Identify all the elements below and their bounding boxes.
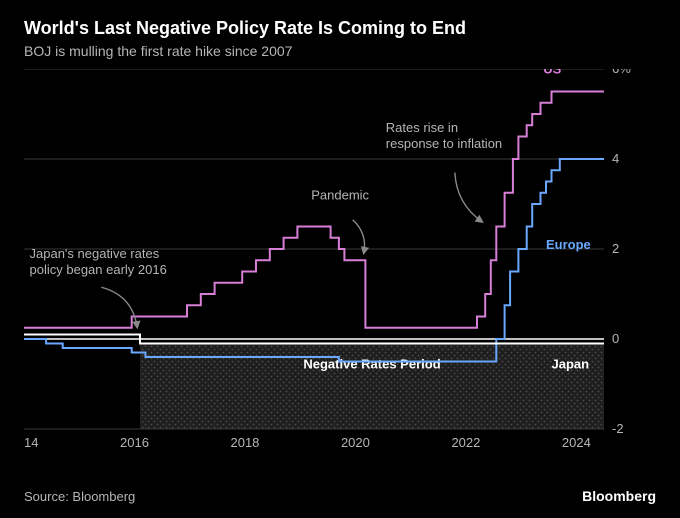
svg-text:Japan's negative ratespolicy b: Japan's negative ratespolicy began early… <box>30 246 167 277</box>
brand-label: Bloomberg <box>582 488 656 504</box>
svg-text:Negative Rates Period: Negative Rates Period <box>303 356 440 371</box>
svg-text:2014: 2014 <box>24 435 38 449</box>
svg-text:0: 0 <box>612 331 619 346</box>
svg-text:Rates rise inresponse to infla: Rates rise inresponse to inflation <box>386 120 502 151</box>
svg-text:6%: 6% <box>612 69 631 76</box>
svg-text:2018: 2018 <box>230 435 259 449</box>
svg-text:US: US <box>543 69 561 77</box>
source-label: Source: Bloomberg <box>24 489 135 504</box>
svg-text:2020: 2020 <box>341 435 370 449</box>
chart-area: Negative Rates Period -2 0 2 4 6% 2014 2016 2018… <box>24 69 644 449</box>
svg-text:2022: 2022 <box>451 435 480 449</box>
svg-text:-2: -2 <box>612 421 624 436</box>
chart-title: World's Last Negative Policy Rate Is Com… <box>24 18 656 39</box>
chart-subtitle: BOJ is mulling the first rate hike since… <box>24 43 656 59</box>
svg-text:2: 2 <box>612 241 619 256</box>
chart-svg: Negative Rates Period -2 0 2 4 6% 2014 2016 2018… <box>24 69 644 449</box>
svg-text:2024: 2024 <box>562 435 591 449</box>
svg-text:Pandemic: Pandemic <box>311 188 369 203</box>
svg-text:Europe: Europe <box>546 237 591 252</box>
svg-text:4: 4 <box>612 151 619 166</box>
svg-text:Japan: Japan <box>552 356 590 371</box>
svg-text:2016: 2016 <box>120 435 149 449</box>
